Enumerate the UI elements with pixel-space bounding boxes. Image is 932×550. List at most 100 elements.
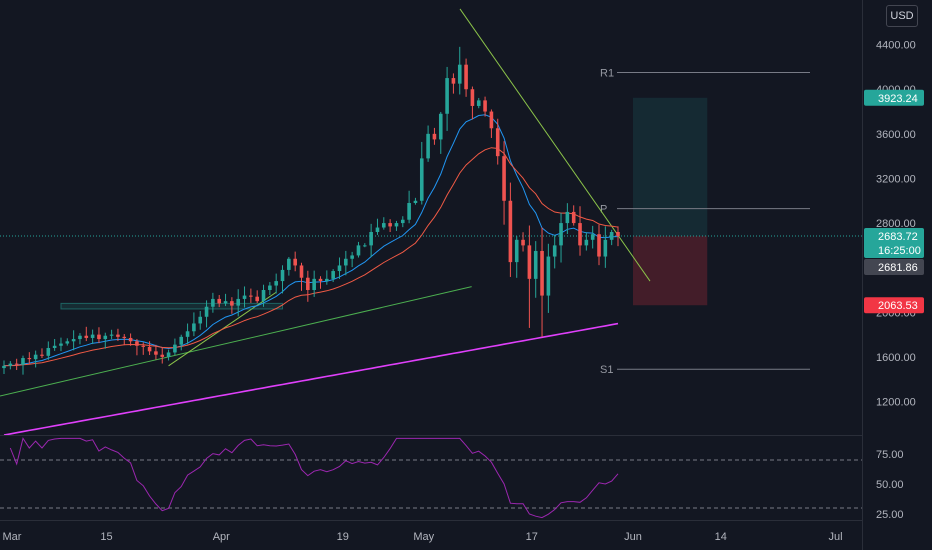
- time-tick-label: Jun: [624, 531, 642, 543]
- candle-body: [609, 232, 614, 240]
- candle-body: [489, 111, 494, 129]
- candle-body: [426, 133, 430, 159]
- long-position-tool[interactable]: [633, 97, 708, 306]
- candle-body: [8, 363, 13, 366]
- price-tag-label: 3923.24: [878, 93, 918, 105]
- candle-body: [166, 352, 171, 357]
- candle-body: [470, 89, 475, 106]
- candle-body: [249, 295, 253, 297]
- candle-body: [375, 227, 380, 232]
- candle-body: [502, 156, 506, 201]
- candle-body: [293, 258, 297, 266]
- candle-body: [236, 298, 241, 306]
- candle-body: [204, 306, 209, 317]
- candle-body: [331, 271, 335, 279]
- time-tick-label: Apr: [213, 531, 230, 543]
- candle-body: [84, 335, 89, 338]
- pivot-label: R1: [600, 68, 614, 80]
- candle-body: [109, 334, 114, 336]
- price-tags: 3923.24 2683.72 16:25:00 2681.86 2063.53: [864, 89, 924, 314]
- price-tick-label: 3200.00: [876, 173, 916, 185]
- candle-body: [223, 301, 228, 304]
- candle-body: [464, 64, 468, 90]
- candle-body: [527, 245, 532, 279]
- candle-body: [325, 278, 329, 282]
- candle-body: [268, 285, 272, 290]
- price-tick-label: 1200.00: [876, 397, 916, 409]
- candle-body: [217, 298, 222, 304]
- candle-body: [185, 331, 190, 337]
- pivot-label: P: [600, 204, 607, 216]
- rsi-tick-label: 25.00: [876, 509, 904, 521]
- candle-body: [483, 100, 487, 112]
- candle-body: [508, 200, 513, 263]
- candle-body: [103, 335, 108, 340]
- candle-body: [2, 365, 6, 369]
- candle-body: [369, 232, 373, 246]
- candle-body: [318, 278, 323, 282]
- candle-body: [274, 281, 278, 286]
- time-tick-label: Mar: [3, 531, 22, 543]
- candle-body: [211, 298, 215, 307]
- candle-body: [337, 265, 342, 272]
- candle-body: [192, 323, 196, 332]
- candle-body: [445, 78, 449, 114]
- rsi-tick-label: 75.00: [876, 449, 904, 461]
- candle-body: [312, 278, 316, 290]
- candle-body: [400, 219, 405, 224]
- candle-body: [546, 256, 551, 296]
- rsi-line: [9, 437, 619, 519]
- candle-body: [407, 203, 411, 220]
- candle-body: [287, 258, 291, 270]
- profit-zone: [633, 97, 708, 237]
- pivot-label: S1: [600, 364, 613, 376]
- candle-body: [521, 239, 525, 246]
- candle-body: [154, 351, 158, 355]
- candle-body: [584, 239, 589, 246]
- candle-body: [179, 336, 184, 345]
- candle-body: [90, 334, 95, 338]
- candle-body: [616, 232, 620, 237]
- candle-body: [540, 250, 544, 296]
- candle-body: [533, 250, 538, 279]
- time-tick-label: May: [413, 531, 434, 543]
- currency-button[interactable]: USD: [886, 5, 918, 27]
- candle-body: [242, 295, 247, 299]
- candle-body: [122, 336, 127, 338]
- price-tick-label: 3600.00: [876, 129, 916, 141]
- candle-body: [552, 245, 557, 257]
- candle-body: [597, 234, 601, 257]
- moving-averages: [3, 114, 619, 436]
- candle-body: [135, 341, 139, 346]
- candle-body: [394, 223, 399, 227]
- time-tick-label: 19: [337, 531, 349, 543]
- price-tag-label: 2683.72: [878, 231, 918, 243]
- candle-body: [438, 113, 443, 140]
- candle-body: [280, 269, 285, 282]
- candle-body: [571, 211, 576, 224]
- price-tag-label: 2063.53: [878, 300, 918, 312]
- candle-body: [388, 223, 392, 227]
- candle-body: [363, 245, 367, 247]
- price-tick-label: 1600.00: [876, 352, 916, 364]
- candle-body: [14, 363, 19, 365]
- price-tick-label: 2800.00: [876, 218, 916, 230]
- price-tag-bg: [864, 297, 924, 314]
- price-tag-bg: [864, 259, 924, 276]
- time-tick-label: 17: [526, 531, 538, 543]
- candle-body: [173, 344, 177, 353]
- candle-body: [299, 265, 304, 278]
- candle-body: [565, 211, 570, 224]
- candle-body: [495, 128, 500, 157]
- ema-fast-line: [3, 114, 619, 367]
- time-tick-label: 15: [100, 531, 112, 543]
- candle-body: [198, 316, 203, 324]
- time-tick-label: 14: [715, 531, 727, 543]
- candle-body: [160, 354, 165, 357]
- candle-body: [578, 223, 582, 246]
- candle-body: [147, 346, 152, 352]
- candle-body: [59, 343, 63, 346]
- candle-body: [71, 339, 76, 342]
- candle-body: [40, 354, 44, 356]
